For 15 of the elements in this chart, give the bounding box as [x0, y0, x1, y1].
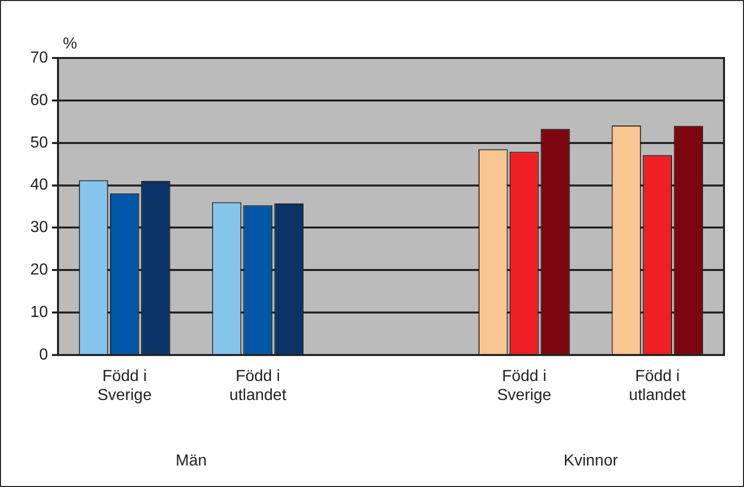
y-tick-label: 50	[30, 134, 48, 152]
x-tick-label: Född i utlandet	[628, 368, 686, 404]
x-tick-label: Född i utlandet	[229, 368, 287, 404]
y-axis-title: %	[62, 35, 78, 52]
text: Män	[176, 452, 207, 470]
y-tick-label: 10	[30, 304, 48, 321]
text: Kvinnor	[564, 452, 619, 470]
y-tick-label: 0	[39, 346, 48, 364]
x-tick-label: Född i Sverige	[497, 368, 552, 404]
x-tick-label: Född i Sverige	[97, 368, 152, 404]
y-tick-label: 40	[30, 176, 48, 194]
y-tick-label: 70	[30, 49, 48, 66]
y-tick-label: 60	[30, 92, 48, 109]
y-tick-label: 30	[30, 219, 48, 236]
y-tick-label: 20	[30, 262, 48, 279]
